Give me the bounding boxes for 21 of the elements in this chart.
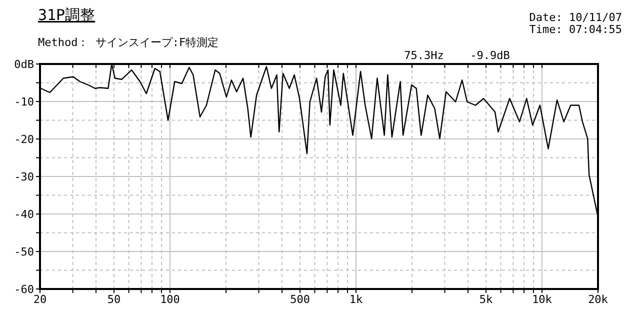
subtitle: Method： サインスイープ:F特測定 [38,36,219,49]
ytick: -50 [14,246,34,258]
ytick: -30 [14,170,34,184]
xtick: 5k [479,293,493,306]
annotation: 75.3Hz [404,49,444,62]
ytick: 0dB [14,58,34,71]
title: 31P調整 [38,6,96,24]
xtick: 20 [33,293,47,306]
annotation: -9.9dB [470,49,510,62]
annotation: Time: 07:04:55 [529,23,622,36]
xtick: 500 [290,293,310,306]
xtick: 1k [349,293,363,306]
ytick: -20 [14,133,34,146]
xtick: 10k [532,293,552,306]
ytick: -10 [14,96,34,108]
ytick: -40 [14,208,34,221]
xtick: 50 [107,293,121,306]
ytick: -60 [14,283,34,296]
xtick: 20k [588,293,608,306]
annotation: Date: 10/11/07 [529,11,622,24]
xtick: 100 [160,293,180,306]
